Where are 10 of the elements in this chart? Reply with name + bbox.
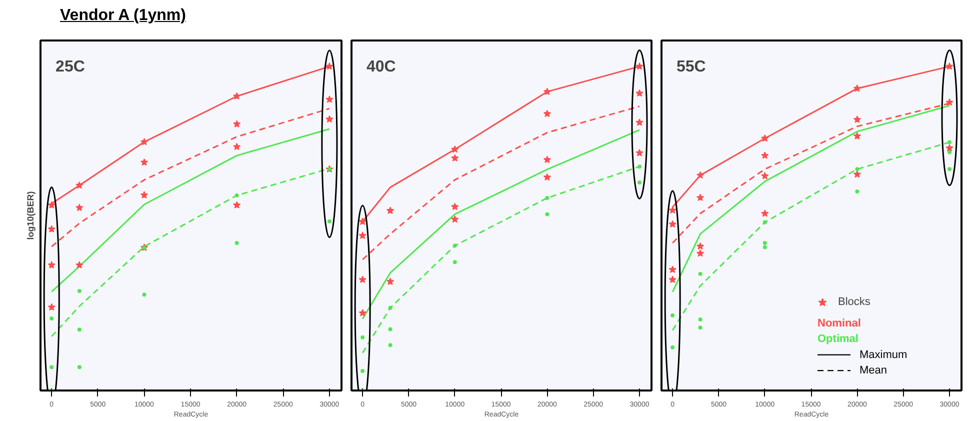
text: Vendor A (1ynm) <box>60 7 186 24</box>
chart-title: 25C <box>56 58 86 76</box>
legend-label: Blocks <box>838 296 870 308</box>
annotation: Maximum <box>860 348 908 361</box>
annotation: Mean <box>860 364 888 377</box>
chart-title: 55C <box>676 58 706 76</box>
annotation: Optimal <box>818 333 858 346</box>
y-axis-title: log10(BER) <box>26 191 36 240</box>
annotation: Nominal <box>818 317 861 330</box>
chart-title: 40C <box>366 58 396 76</box>
